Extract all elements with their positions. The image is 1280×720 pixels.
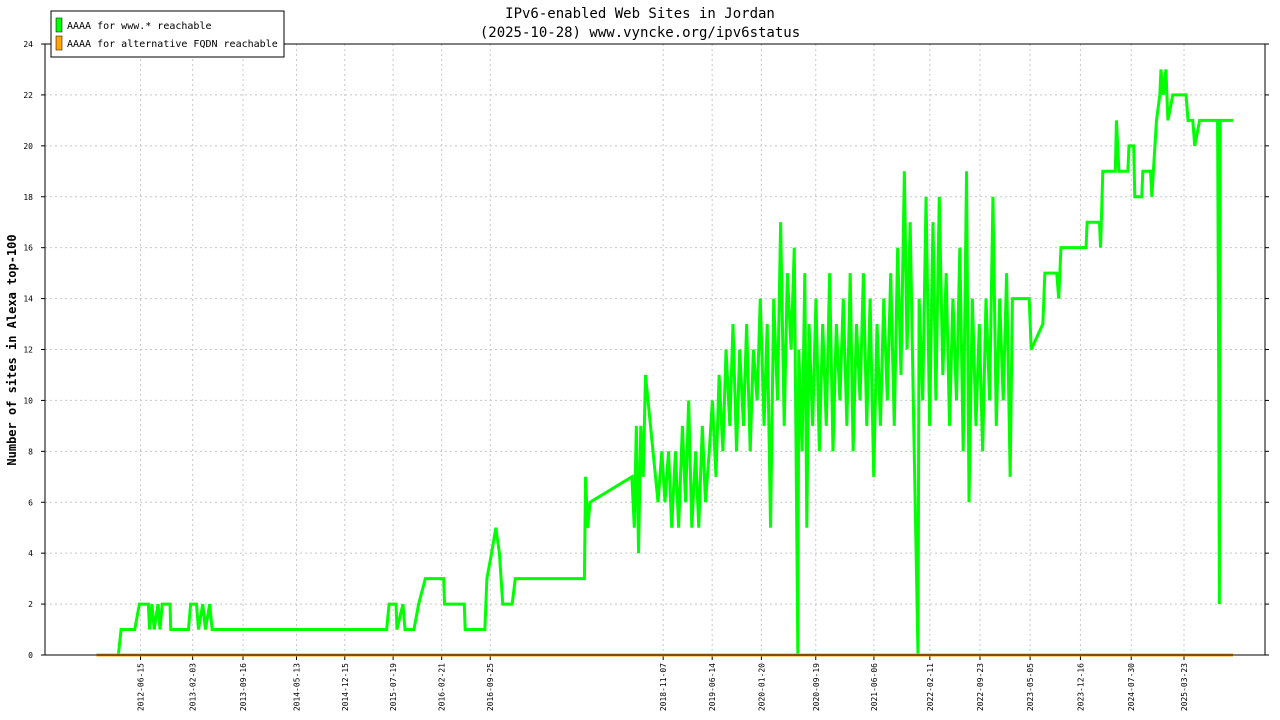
x-tick-label: 2016-09-25 [486,663,495,711]
x-tick-label: 2014-12-15 [341,663,350,711]
y-tick-label: 24 [23,40,33,49]
x-tick-label: 2015-07-19 [389,663,398,711]
y-axis-label: Number of sites in Alexa top-100 [5,234,19,465]
x-tick-label: 2022-02-11 [926,663,935,711]
y-tick-label: 6 [28,498,33,507]
x-tick-label: 2019-06-14 [708,663,717,711]
x-tick-label: 2023-12-16 [1076,663,1085,711]
x-tick-label: 2021-06-06 [870,663,879,711]
y-tick-label: 20 [23,142,33,151]
legend-swatch [55,17,63,33]
x-tick-label: 2025-03-23 [1180,663,1189,711]
legend-box [50,10,285,58]
y-tick-label: 14 [23,295,33,304]
x-tick-label: 2012-06-15 [137,663,146,711]
y-tick-label: 0 [28,651,33,660]
legend-label: AAAA for www.* reachable [67,21,212,32]
x-tick-label: 2020-09-19 [812,663,821,711]
y-tick-label: 2 [28,600,33,609]
y-tick-label: 18 [23,193,33,202]
y-tick-label: 16 [23,244,33,253]
y-tick-label: 22 [23,91,33,100]
x-tick-label: 2020-01-20 [757,663,766,711]
y-tick-label: 4 [28,549,33,558]
y-tick-label: 8 [28,447,33,456]
y-tick-label: 12 [23,346,33,355]
x-tick-label: 2014-05-13 [292,663,301,711]
x-tick-label: 2024-07-30 [1127,663,1136,711]
plot-frame [44,43,1266,656]
legend: AAAA for www.* reachable AAAA for alterna… [50,10,285,58]
x-tick-label: 2013-02-03 [189,663,198,711]
x-tick-label: 2023-05-05 [1026,663,1035,711]
x-tick-label: 2022-09-23 [976,663,985,711]
chart-title: IPv6-enabled Web Sites in Jordan [505,6,775,22]
data-line [116,69,1234,656]
legend-swatch [55,35,63,51]
legend-label: AAAA for alternative FQDN reachable [67,39,278,50]
x-tick-label: 2018-11-07 [659,663,668,711]
chart-subtitle: (2025-10-28) www.vyncke.org/ipv6status [480,25,800,41]
x-tick-label: 2013-09-16 [239,663,248,711]
x-tick-label: 2016-02-21 [438,663,447,711]
y-tick-label: 10 [23,396,33,405]
